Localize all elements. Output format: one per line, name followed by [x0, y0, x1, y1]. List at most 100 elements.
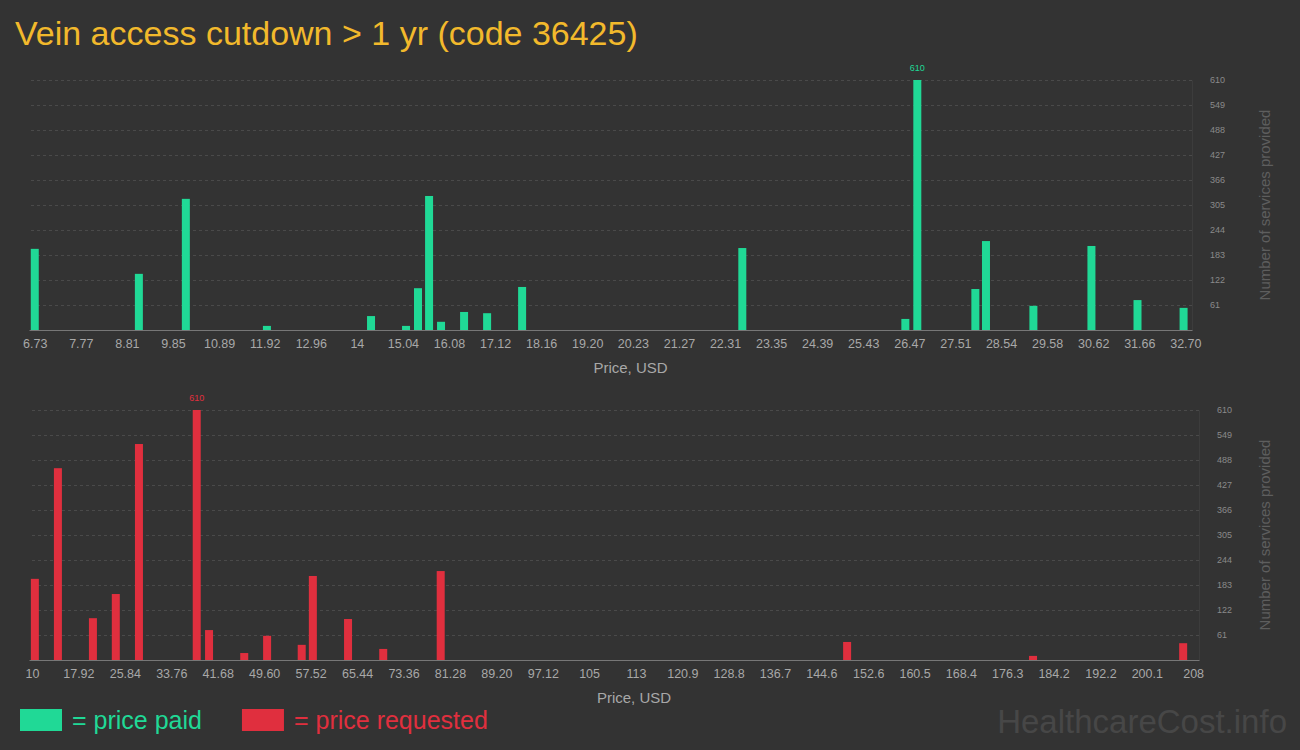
background [0, 0, 1300, 750]
x-tick: 168.4 [946, 660, 977, 681]
x-tick-label: 81.28 [435, 667, 466, 681]
x-tick-label: 208 [1183, 667, 1204, 681]
bar [193, 410, 201, 660]
x-tick: 14 [350, 330, 364, 351]
bar [367, 316, 375, 330]
data-label: 610 [910, 63, 925, 73]
bar [309, 576, 317, 660]
bar [54, 468, 62, 660]
x-axis: 1017.9225.8433.7641.6849.6057.5265.4473.… [25, 660, 1204, 681]
bar [913, 80, 921, 330]
grid-line [29, 485, 1199, 486]
x-tick-label: 14 [350, 337, 364, 351]
legend-item: = price requested [242, 706, 488, 734]
x-tick-label: 18.16 [526, 337, 557, 351]
x-tick-label: 113 [627, 667, 647, 681]
y-tick: 549 [29, 100, 1225, 110]
x-tick: 8.81 [115, 330, 139, 351]
y-tick-label: 610 [1217, 405, 1232, 415]
y-tick: 61 [29, 300, 1220, 310]
chart-root: 611221832443053664274885496106.737.778.8… [0, 0, 1300, 750]
y-tick: 183 [29, 250, 1225, 260]
x-tick: 10 [25, 660, 39, 681]
x-tick: 73.36 [388, 660, 419, 681]
y-tick: 610 [29, 405, 1232, 415]
x-tick: 41.68 [203, 660, 234, 681]
bar [135, 444, 143, 660]
y-tick: 488 [29, 125, 1225, 135]
chart-title: Vein access cutdown > 1 yr (code 36425) [15, 14, 638, 52]
grid-line [29, 230, 1192, 231]
x-tick-label: 15.04 [388, 337, 419, 351]
y-tick-label: 427 [1210, 150, 1225, 160]
x-tick: 22.31 [710, 330, 741, 351]
y-tick-label: 61 [1217, 630, 1227, 640]
x-tick-label: 97.12 [528, 667, 559, 681]
x-tick: 24.39 [802, 330, 833, 351]
x-tick-label: 32.70 [1170, 337, 1201, 351]
y-tick: 427 [29, 480, 1232, 490]
bar [402, 326, 410, 330]
x-tick: 128.8 [714, 660, 745, 681]
x-tick: 26.47 [894, 330, 925, 351]
y-tick: 366 [29, 505, 1232, 515]
x-tick: 25.84 [110, 660, 141, 681]
x-tick: 7.77 [69, 330, 93, 351]
data-label: 610 [189, 393, 204, 403]
bar [518, 287, 526, 330]
x-tick: 23.35 [756, 330, 787, 351]
x-tick: 136.7 [760, 660, 791, 681]
x-tick-label: 22.31 [710, 337, 741, 351]
y-tick: 122 [29, 275, 1225, 285]
x-tick-label: 120.9 [667, 667, 698, 681]
x-axis-title: Price, USD [597, 689, 671, 706]
x-tick-label: 17.92 [63, 667, 94, 681]
y-axis-title: Number of services provided [1256, 440, 1273, 631]
grid-line [29, 560, 1199, 561]
y-tick: 244 [29, 225, 1225, 235]
y-tick: 366 [29, 175, 1225, 185]
y-tick: 244 [29, 555, 1232, 565]
x-tick: 152.6 [853, 660, 884, 681]
y-tick-label: 488 [1217, 455, 1232, 465]
bar [1134, 300, 1142, 330]
legend: = price paid = price requested [20, 706, 488, 734]
bar [982, 241, 990, 330]
legend-item: = price paid [20, 706, 202, 734]
x-tick: 12.96 [296, 330, 327, 351]
y-tick: 122 [29, 605, 1232, 615]
x-tick-label: 184.2 [1038, 667, 1069, 681]
x-tick: 33.76 [156, 660, 187, 681]
y-tick: 488 [29, 455, 1232, 465]
x-tick-label: 176.3 [992, 667, 1023, 681]
x-tick: 208 [1183, 660, 1204, 681]
watermark: HealthcareCost.info [997, 703, 1287, 740]
bars [31, 410, 1187, 660]
x-axis-title: Price, USD [593, 359, 667, 376]
x-tick: 89.20 [481, 660, 512, 681]
x-tick-label: 21.27 [664, 337, 695, 351]
bar [1180, 308, 1188, 330]
bar [971, 289, 979, 330]
y-tick: 549 [29, 430, 1232, 440]
y-tick: 427 [29, 150, 1225, 160]
grid-line [29, 585, 1199, 586]
x-tick: 81.28 [435, 660, 466, 681]
x-tick-label: 17.12 [480, 337, 511, 351]
x-tick: 192.2 [1085, 660, 1116, 681]
grid-line [29, 180, 1192, 181]
bar [437, 571, 445, 660]
legend-swatch [242, 709, 284, 731]
y-tick-label: 305 [1210, 200, 1225, 210]
y-axis-line [1192, 81, 1193, 331]
x-tick-label: 10 [25, 667, 39, 681]
x-tick: 160.5 [899, 660, 930, 681]
grid-line [29, 105, 1192, 106]
bar [298, 645, 306, 660]
x-tick-label: 30.62 [1078, 337, 1109, 351]
grid-line [29, 610, 1199, 611]
panel: 611221832443053664274885496106.737.778.8… [23, 63, 1273, 376]
x-tick-label: 29.58 [1032, 337, 1063, 351]
y-tick-label: 366 [1210, 175, 1225, 185]
y-tick-label: 61 [1210, 300, 1220, 310]
